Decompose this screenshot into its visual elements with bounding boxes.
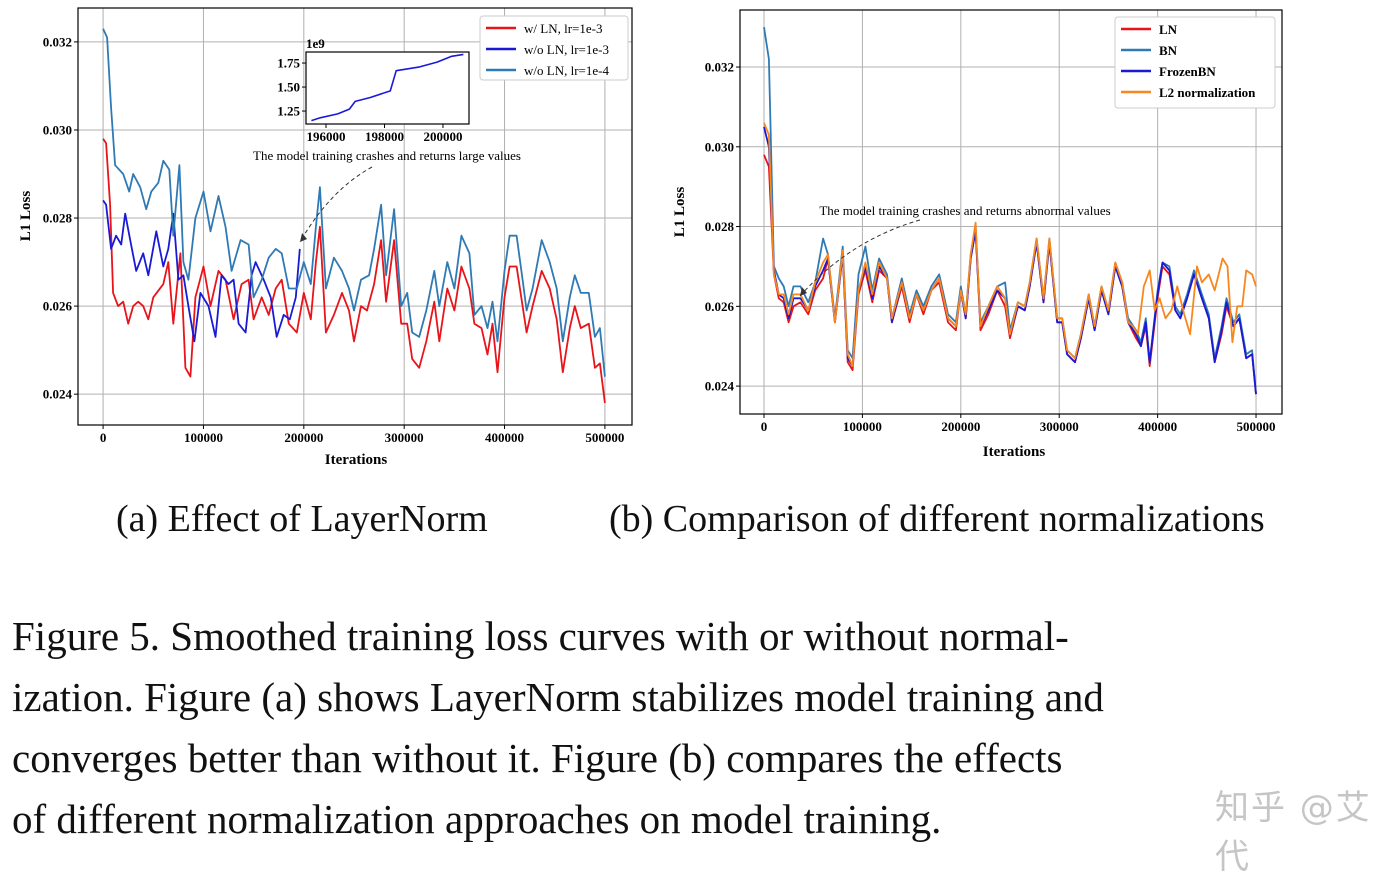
series-group bbox=[102, 28, 606, 404]
x-tick-label: 198000 bbox=[365, 129, 404, 144]
y-tick-label: 1.25 bbox=[277, 104, 300, 119]
y-tick-label: 0.026 bbox=[43, 299, 73, 314]
annotation-text: The model training crashes and returns a… bbox=[819, 203, 1110, 218]
legend-label: BN bbox=[1159, 43, 1178, 58]
x-axis-label: Iterations bbox=[983, 444, 1046, 460]
x-tick-label: 200000 bbox=[941, 419, 980, 434]
legend-box bbox=[479, 15, 629, 81]
chart-a: 0 100000 200000 300000 400000 500000 0.024 0.02… bbox=[18, 7, 633, 468]
y-tick-label: 0.026 bbox=[705, 299, 735, 314]
subcaption-b: (b) Comparison of different normalizatio… bbox=[609, 498, 1265, 540]
legend-label: w/o LN, lr=1e-4 bbox=[524, 63, 609, 78]
y-tick-label: 0.024 bbox=[43, 387, 73, 402]
series-line bbox=[102, 138, 606, 404]
x-tick-label: 0 bbox=[761, 419, 768, 434]
caption-line: Figure 5. Smoothed training loss curves … bbox=[12, 613, 1069, 659]
x-tick-label: 500000 bbox=[1237, 419, 1276, 434]
figure-charts: 0 100000 200000 300000 400000 500000 0.024 0.02… bbox=[18, 7, 1283, 468]
legend-label: w/o LN, lr=1e-3 bbox=[524, 42, 609, 57]
inset-frame bbox=[305, 51, 470, 125]
annotation-arrow bbox=[799, 219, 921, 297]
figure-caption: Figure 5. Smoothed training loss curves … bbox=[12, 606, 1372, 850]
inset-series-line bbox=[311, 53, 464, 122]
x-tick-label: 0 bbox=[100, 430, 107, 445]
x-tick-label: 300000 bbox=[385, 430, 424, 445]
caption-line: converges better than without it. Figure… bbox=[12, 735, 1063, 781]
x-tick-label: 400000 bbox=[1138, 419, 1177, 434]
legend: w/ LN, lr=1e-3 w/o LN, lr=1e-3 w/o LN, lr=… bbox=[479, 15, 629, 81]
annotation-text: The model training crashes and returns l… bbox=[253, 148, 521, 163]
y-axis-label: L1 Loss bbox=[672, 187, 688, 238]
inset-bg bbox=[306, 52, 469, 124]
plot-frame bbox=[77, 7, 633, 426]
x-tick-label: 200000 bbox=[423, 129, 462, 144]
y-tick-label: 1.50 bbox=[277, 80, 300, 95]
legend-label: FrozenBN bbox=[1159, 64, 1216, 79]
x-tick-label: 196000 bbox=[307, 129, 346, 144]
x-tick-label: 400000 bbox=[485, 430, 524, 445]
legend: LN BN FrozenBN L2 normalization bbox=[1114, 16, 1276, 109]
y-tick-label: 0.030 bbox=[705, 139, 734, 154]
legend-label: LN bbox=[1159, 22, 1178, 37]
annotation-arrow bbox=[299, 166, 373, 243]
y-tick-label: 0.024 bbox=[705, 379, 735, 394]
series-line bbox=[102, 199, 301, 343]
legend-box bbox=[1114, 16, 1276, 109]
plot-frame bbox=[739, 9, 1283, 415]
y-tick-label: 0.030 bbox=[43, 123, 72, 138]
series-line bbox=[763, 122, 1257, 367]
y-tick-label: 0.032 bbox=[43, 34, 72, 49]
x-tick-label: 200000 bbox=[284, 430, 323, 445]
chart-b: 0 100000 200000 300000 400000 500000 0.024 0.02… bbox=[672, 9, 1283, 460]
y-tick-label: 0.028 bbox=[705, 219, 735, 234]
y-tick-label: 1.75 bbox=[277, 56, 300, 71]
x-tick-label: 100000 bbox=[184, 430, 223, 445]
arrow-head-icon bbox=[300, 233, 307, 242]
subcaption-a: (a) Effect of LayerNorm bbox=[116, 498, 488, 540]
x-axis-label: Iterations bbox=[325, 452, 388, 468]
inset-multiplier-label: 1e9 bbox=[306, 36, 325, 51]
x-tick-label: 500000 bbox=[585, 430, 624, 445]
arrow-head-icon bbox=[800, 287, 807, 296]
y-tick-label: 0.028 bbox=[43, 211, 73, 226]
y-tick-label: 0.032 bbox=[705, 60, 734, 75]
watermark: 知乎 @艾代 bbox=[1215, 788, 1372, 877]
caption-line: of different normalization approaches on… bbox=[12, 796, 942, 842]
series-line bbox=[763, 154, 1257, 395]
legend-label: w/ LN, lr=1e-3 bbox=[524, 21, 602, 36]
x-tick-label: 100000 bbox=[843, 419, 882, 434]
caption-line: ization. Figure (a) shows LayerNorm stab… bbox=[12, 674, 1104, 720]
legend-label: L2 normalization bbox=[1159, 85, 1256, 100]
x-tick-label: 300000 bbox=[1040, 419, 1079, 434]
series-line bbox=[102, 28, 606, 377]
y-axis-label: L1 Loss bbox=[18, 191, 34, 242]
inset-chart: 196000 198000 200000 1.25 1.50 1.75 1e9 bbox=[277, 36, 470, 144]
